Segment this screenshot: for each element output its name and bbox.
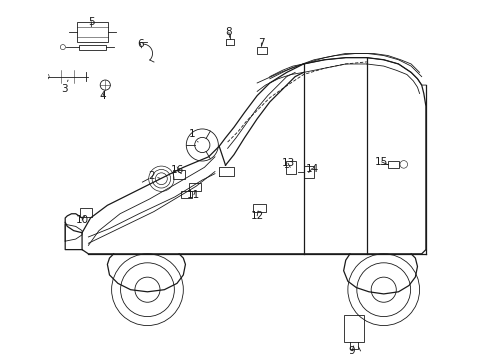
Text: 14: 14 xyxy=(305,163,318,174)
Text: 6: 6 xyxy=(137,39,143,49)
Text: 8: 8 xyxy=(225,27,232,37)
Text: 2: 2 xyxy=(148,171,160,181)
Text: 12: 12 xyxy=(250,211,263,221)
Text: 5: 5 xyxy=(88,17,95,27)
Text: 13: 13 xyxy=(281,158,294,168)
Text: 16: 16 xyxy=(170,165,183,175)
Text: 10: 10 xyxy=(75,215,88,225)
Text: 11: 11 xyxy=(187,190,200,200)
Text: 1: 1 xyxy=(188,129,198,142)
Text: 4: 4 xyxy=(100,91,106,101)
Text: 9: 9 xyxy=(348,346,355,356)
Text: 15: 15 xyxy=(374,157,387,167)
Text: 7: 7 xyxy=(258,38,264,48)
Text: 3: 3 xyxy=(61,80,68,94)
